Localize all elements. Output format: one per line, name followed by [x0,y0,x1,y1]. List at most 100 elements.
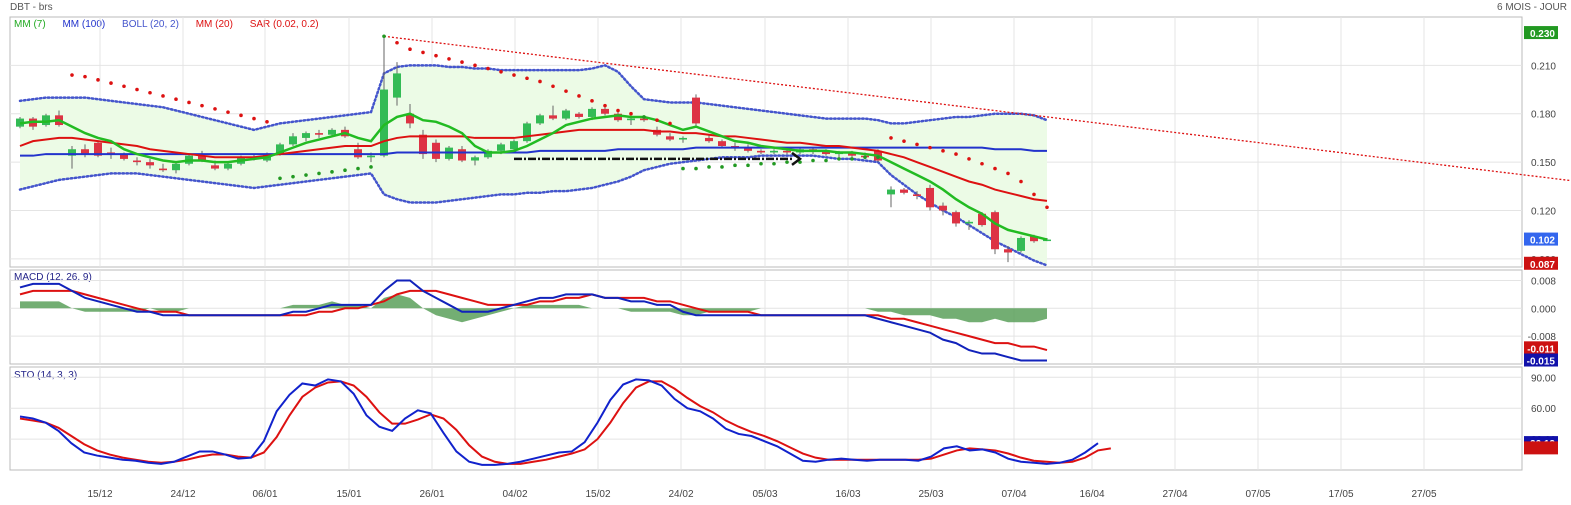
candle-body [562,110,570,119]
candle-body [510,141,518,150]
candle-body [276,144,284,155]
candle-body [536,115,544,124]
candle-body [393,73,401,98]
sar-dot [421,50,425,55]
sar-dot [954,152,958,156]
macd-frame [9,269,1523,365]
candle-body [848,152,856,156]
macd-badge-bg [1524,341,1558,355]
sar-dot [668,121,672,126]
x-tick-label: 04/02 [502,489,527,500]
macd-badge: -0.011 [1527,344,1555,355]
sar-dot [746,163,750,168]
sar-dot [408,47,412,51]
candle-body [575,113,583,117]
sar-dot [434,53,438,58]
sar-dot [460,60,464,64]
candle-body [328,129,336,135]
sar-dot [343,168,347,172]
candle-body [406,113,414,124]
price-tick-label: 0.120 [1531,207,1556,218]
candle-body [1017,237,1025,251]
sar-dot [902,139,906,143]
sar-dot [707,165,711,169]
sar-dot [109,81,113,85]
candle-body [211,165,219,169]
price-legend: MM (7) MM (100) BOLL (20, 2) MM (20) SAR… [14,19,319,30]
candle-body [497,144,505,151]
candle-body [198,155,206,161]
sar-dot [252,116,256,121]
candle-body [302,133,310,138]
candle-body [978,213,986,226]
x-tick-label: 26/01 [419,489,444,500]
sar-dot [681,166,685,171]
price-tick-label: 0.150 [1531,158,1556,169]
sar-dot [161,94,165,98]
sar-dot [356,166,360,171]
sar-dot [122,84,126,89]
sar-dot [993,166,997,171]
candle-body [757,150,765,153]
bollinger-lower [18,154,1049,267]
legend-boll: BOLL (20, 2) [122,19,179,30]
sar-dot [850,157,854,161]
macd-badge: -0.015 [1527,357,1556,368]
candle-body [692,97,700,124]
candle-body [42,115,50,126]
sar-dot [759,161,763,166]
sar-dot [837,157,841,161]
sar-dot [733,163,737,168]
sar-dot [330,170,334,174]
candle-body [81,149,89,155]
sar-dot [772,161,776,166]
sar-dot [304,173,308,177]
sar-dot [135,87,139,92]
sar-dot [1045,205,1049,210]
macd-line [19,279,1047,362]
sar-dot [785,160,789,164]
sar-dot [200,103,204,108]
candle-body [68,149,76,156]
sar-dot [486,66,490,71]
candle-body [666,136,674,140]
legend-sar: SAR (0.02, 0.2) [249,19,319,30]
sar-dot [980,161,984,166]
macd-badge-bg [1524,353,1558,367]
sto-panel [19,378,1111,466]
chart-period[interactable]: 6 MOIS - JOUR [1496,2,1567,13]
sto-k-line [19,378,1099,466]
sar-dot [226,110,230,114]
price-frame [9,16,1523,268]
legend-mm100: MM (100) [62,19,106,30]
sar-dot [538,79,542,84]
sar-dot [876,155,880,160]
grid-layer [9,16,1523,471]
sar-dot [187,100,191,105]
candle-body [614,113,622,121]
x-tick-label: 25/03 [918,489,943,500]
x-tick-label: 07/04 [1001,489,1026,500]
sar-dot [499,69,503,74]
price-badge-bg [1524,256,1558,270]
candle-body [523,123,531,142]
arrow-head [791,151,803,166]
candle-body [120,154,128,159]
macd-histogram [20,294,1047,323]
candle-body [926,187,934,208]
sar-dot [317,171,321,176]
sar-dot [889,136,893,140]
sar-dot [174,97,178,102]
candle-body [289,136,297,145]
candle-body [549,115,557,119]
sar-dot [798,160,802,164]
candle-body [887,189,895,195]
candle-body [900,189,908,193]
sar-dot [278,176,282,181]
candle-body [601,108,609,114]
candle-body [705,137,713,142]
price-tick-label: 0.180 [1531,110,1556,121]
sar-dot [70,73,74,77]
sar-dot [941,149,945,153]
